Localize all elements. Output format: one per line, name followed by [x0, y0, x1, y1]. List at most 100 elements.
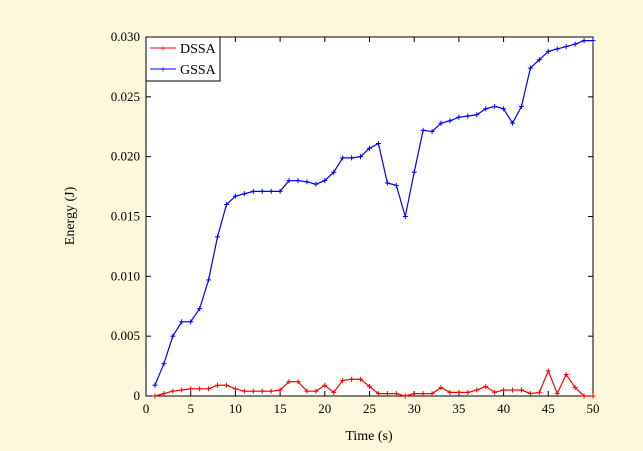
data-point-dssa	[411, 391, 417, 397]
data-point-dssa	[206, 386, 212, 392]
data-point-gssa	[197, 306, 203, 312]
data-point-gssa	[286, 178, 292, 184]
data-point-dssa	[447, 389, 453, 395]
data-point-dssa	[501, 387, 507, 393]
data-point-dssa	[554, 391, 560, 397]
data-point-gssa	[456, 114, 462, 120]
data-point-gssa	[501, 106, 507, 112]
data-point-dssa	[313, 388, 319, 394]
data-point-gssa	[358, 154, 364, 160]
data-point-gssa	[170, 333, 176, 339]
data-point-gssa	[581, 38, 587, 44]
series-line-gssa	[154, 39, 593, 386]
data-point-gssa	[188, 319, 194, 325]
x-tick-label: 50	[587, 401, 600, 416]
x-tick-label: 35	[452, 401, 465, 416]
data-point-dssa	[492, 389, 498, 395]
data-point-dssa	[277, 387, 283, 393]
data-point-dssa	[465, 389, 471, 395]
data-point-gssa	[241, 191, 247, 197]
y-axis-label: Energy (J)	[63, 186, 78, 245]
data-point-gssa	[206, 277, 212, 283]
data-point-dssa	[367, 383, 372, 389]
data-point-gssa	[554, 46, 560, 52]
data-point-dssa	[331, 389, 337, 395]
y-tick-label: 0.005	[111, 328, 140, 343]
data-point-dssa	[223, 382, 229, 388]
y-tick-label: 0.020	[111, 149, 140, 164]
data-point-gssa	[545, 48, 551, 54]
data-point-dssa	[152, 393, 158, 399]
x-tick-label: 5	[187, 401, 194, 416]
data-point-gssa	[411, 169, 417, 175]
data-point-dssa	[384, 391, 390, 397]
data-point-dssa	[322, 382, 328, 388]
data-point-dssa	[402, 393, 408, 399]
data-point-dssa	[456, 389, 462, 395]
data-point-dssa	[295, 379, 301, 385]
data-point-gssa	[304, 179, 310, 185]
plot-area	[145, 36, 594, 397]
data-point-dssa	[483, 383, 489, 389]
x-axis-ticks: 0 5 10 15 20 25 30 35 40 45 50	[143, 37, 600, 416]
data-point-dssa	[581, 393, 587, 399]
data-point-gssa	[215, 234, 221, 240]
data-point-gssa	[483, 106, 489, 112]
data-point-gssa	[259, 188, 265, 194]
data-point-gssa	[322, 178, 328, 184]
legend-label-gssa: GSSA	[180, 63, 217, 78]
x-axis-label: Time (s)	[345, 429, 393, 444]
data-point-dssa	[536, 389, 542, 395]
data-point-gssa	[420, 127, 426, 133]
x-tick-label: 40	[497, 401, 510, 416]
data-point-dssa	[510, 387, 516, 393]
data-point-gssa	[527, 65, 533, 71]
data-point-gssa	[340, 155, 346, 161]
data-point-gssa	[223, 202, 229, 208]
data-point-dssa	[349, 376, 355, 382]
data-point-gssa	[367, 145, 372, 151]
data-point-dssa	[188, 386, 194, 392]
data-point-gssa	[438, 120, 444, 126]
data-point-gssa	[536, 57, 542, 63]
data-point-gssa	[474, 112, 480, 118]
y-tick-label: 0.010	[111, 268, 140, 283]
legend-marker-gssa: +	[160, 64, 166, 76]
data-point-dssa	[572, 385, 578, 391]
data-point-dssa	[527, 391, 533, 397]
legend-box	[145, 36, 221, 82]
data-point-gssa	[510, 120, 516, 126]
data-point-dssa	[393, 391, 399, 397]
data-point-gssa	[295, 178, 301, 184]
x-tick-label: 25	[363, 401, 376, 416]
data-point-gssa	[518, 103, 524, 109]
data-point-gssa	[384, 180, 390, 186]
y-axis-ticks: 0 0.005 0.010 0.015 0.020 0.025 0.030	[111, 29, 593, 403]
legend-label-dssa: DSSA	[180, 42, 217, 57]
x-tick-label: 20	[318, 401, 331, 416]
data-point-dssa	[259, 388, 265, 394]
data-point-dssa	[420, 391, 426, 397]
y-tick-label: 0.015	[111, 209, 140, 224]
data-point-dssa	[518, 387, 524, 393]
data-point-dssa	[179, 387, 185, 393]
data-point-dssa	[590, 393, 596, 399]
data-point-gssa	[563, 44, 569, 50]
data-point-gssa	[590, 38, 596, 44]
data-point-dssa	[170, 388, 176, 394]
legend: + DSSA + GSSA	[145, 36, 221, 82]
data-point-dssa	[340, 377, 346, 383]
data-point-dssa	[268, 388, 274, 394]
data-point-gssa	[492, 103, 498, 109]
data-point-dssa	[545, 368, 551, 374]
data-point-gssa	[572, 41, 578, 47]
data-point-gssa	[393, 182, 399, 188]
data-point-gssa	[402, 214, 408, 219]
data-point-dssa	[563, 371, 569, 377]
data-point-dssa	[197, 386, 203, 392]
data-point-gssa	[447, 118, 453, 124]
data-point-gssa	[331, 169, 337, 175]
data-point-gssa	[349, 155, 355, 161]
data-point-gssa	[375, 141, 381, 147]
